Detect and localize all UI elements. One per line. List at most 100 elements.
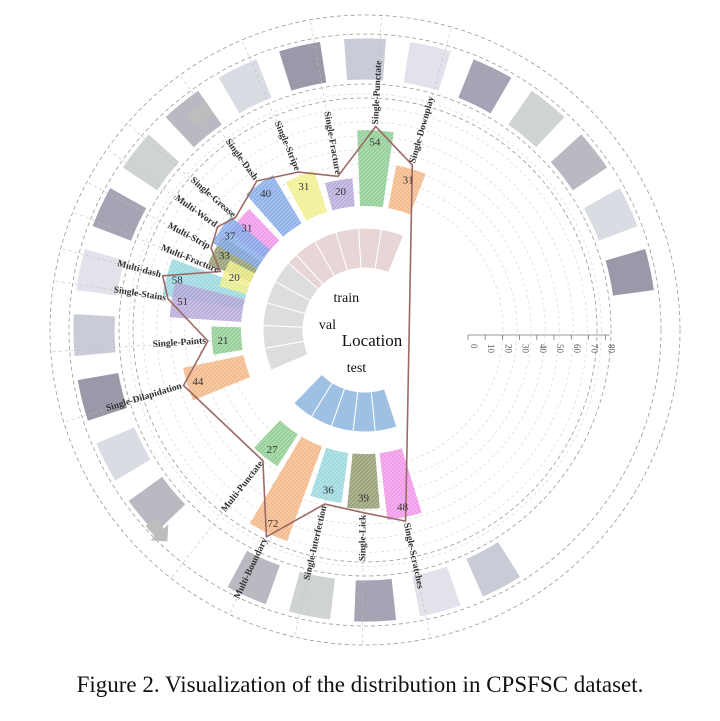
bar-value-label: 44 — [192, 376, 204, 388]
thumbnail-ring — [72, 37, 655, 623]
bar-value-label: 27 — [267, 444, 279, 456]
bar-hatch — [324, 178, 355, 211]
category-label: Single-Scratches — [401, 522, 425, 590]
split-label-test: test — [347, 361, 367, 376]
bar-hatch — [249, 436, 323, 542]
split-block-segment — [293, 373, 334, 418]
thumbnail-image — [457, 58, 513, 115]
grid-spoke — [50, 338, 242, 353]
bar-value-label: 33 — [219, 250, 231, 262]
bar-hatch — [357, 130, 394, 208]
radial-axis-tick-label: 60 — [572, 344, 582, 354]
bar-value-label: 72 — [267, 518, 278, 530]
radial-axis-tick-label: 10 — [486, 344, 496, 354]
grid-ring — [68, 33, 662, 627]
thumbnail-image — [604, 248, 655, 297]
thumbnail-image — [353, 578, 397, 623]
thumbnail-image — [278, 40, 328, 92]
bar-value-label: 58 — [172, 275, 184, 287]
thumbnail-image — [121, 133, 181, 192]
bar-hatch — [310, 447, 349, 503]
split-block-segment — [274, 262, 320, 302]
bar-value-label: 31 — [298, 181, 309, 193]
figure-caption: Figure 2. Visualization of the distribut… — [76, 672, 644, 697]
bar-hatch — [285, 170, 328, 221]
radial-axis-tick-label: 80 — [607, 344, 617, 354]
radial-bar-chart: train val test Location 58 Multi-dash 33 Multi-… — [49, 14, 681, 646]
direction-arrow-icon — [145, 517, 169, 542]
radial-axis-tick-label: 70 — [589, 344, 599, 354]
bar-hatch — [219, 260, 255, 295]
thumbnail-image — [411, 565, 462, 618]
thumbnail-image — [549, 133, 609, 192]
thumbnail-image — [465, 540, 522, 598]
category-label: Single-Dash — [223, 137, 260, 183]
bar-value-label: 31 — [241, 222, 252, 234]
category-label: Multi-dash — [116, 259, 163, 280]
thumbnail-image — [72, 313, 117, 357]
category-label: Single-Stripe — [272, 120, 302, 172]
split-block-segment — [374, 228, 405, 274]
thumbnail-image — [582, 187, 639, 242]
radial-axis-tick-label: 50 — [555, 344, 565, 354]
category-label: Single-Interfection — [303, 504, 330, 581]
bar-hatch — [254, 420, 298, 467]
bar-value-label: 20 — [335, 186, 347, 198]
thumbnail-image — [127, 475, 187, 535]
bar-value-label: 51 — [177, 296, 188, 308]
grid-ring — [156, 121, 574, 539]
radial-axis-tick-label: 20 — [503, 344, 513, 354]
thumbnail-image — [76, 372, 129, 422]
thumbnail-image — [75, 248, 126, 297]
thumbnail-image — [402, 40, 452, 92]
bar-value-label: 40 — [260, 188, 272, 200]
grid-ring — [142, 107, 588, 553]
grid-ring — [128, 93, 602, 567]
bar-value-label: 37 — [224, 230, 236, 242]
thumbnail-image — [343, 37, 387, 82]
grid-ring — [132, 97, 598, 563]
distribution-curve — [161, 125, 414, 538]
figure: train val test Location 58 Multi-dash 33 Multi-… — [49, 14, 681, 646]
bar-value-label: 21 — [217, 335, 228, 347]
bar-value-label: 20 — [229, 272, 241, 284]
bar-hatch — [347, 453, 380, 509]
bar-hatch — [388, 165, 426, 215]
bar-hatch — [379, 448, 422, 521]
thumbnail-image — [217, 58, 273, 115]
category-label: Single-Paints — [152, 336, 206, 350]
grid-ring — [49, 14, 681, 646]
bar-hatch — [229, 208, 280, 258]
split-label-val: val — [319, 318, 336, 333]
radial-axis-tick-label: 30 — [521, 344, 531, 354]
center-label: Location — [342, 331, 403, 350]
radial-axis: 0 10 20 30 40 50 60 70 80 — [467, 334, 617, 354]
bar-hatch — [212, 216, 271, 269]
radial-axis-tick-label: 0 — [469, 344, 479, 349]
direction-arrow-icon — [187, 102, 214, 126]
bar-value-label: 54 — [369, 136, 381, 148]
radial-axis-tick-label: 40 — [538, 344, 548, 354]
bar-hatch — [246, 175, 302, 237]
category-label: Single-Punctate — [371, 60, 384, 124]
thumbnail-image — [91, 187, 148, 242]
bar-hatch — [169, 281, 245, 322]
bar-value-label: 39 — [358, 493, 370, 505]
bar-value-label: 31 — [403, 175, 414, 187]
distribution-line — [161, 125, 414, 538]
grid-ring — [118, 83, 612, 577]
arrows — [145, 102, 214, 542]
bars — [162, 130, 426, 542]
thumbnail-image — [507, 89, 566, 149]
bar-value-label: 36 — [323, 484, 335, 496]
thumbnail-image — [95, 426, 152, 482]
bar-hatch — [183, 355, 251, 401]
split-label-train: train — [333, 291, 359, 306]
category-label: Multi-Punctate — [220, 459, 266, 514]
split-blocks — [262, 227, 405, 433]
category-label: Single-Lick — [358, 514, 368, 561]
bar-value-label: 48 — [397, 501, 409, 513]
bar-hatch — [211, 326, 243, 355]
category-label: Single-Fracture — [321, 111, 342, 175]
thumbnail-image — [287, 570, 336, 621]
